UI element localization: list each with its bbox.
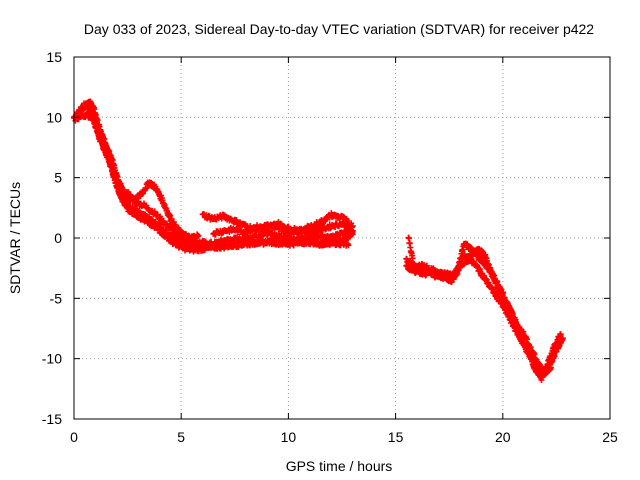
y-tick-label: 5 [54,170,62,186]
x-tick-label: 20 [495,429,511,445]
series-s9 [405,234,566,377]
x-tick-label: 0 [70,429,78,445]
data-point [349,227,356,234]
y-axis-label: SDTVAR / TECUs [7,182,23,294]
data-point [90,112,97,119]
y-tick-label: 15 [46,49,62,65]
x-tick-label: 25 [602,429,618,445]
data-point [195,232,202,239]
y-tick-label: -15 [42,411,62,427]
y-tick-label: 0 [54,230,62,246]
x-tick-label: 10 [281,429,297,445]
x-axis-label: GPS time / hours [286,458,393,474]
chart-title: Day 033 of 2023, Sidereal Day-to-day VTE… [84,21,594,37]
data-point [409,255,416,262]
data-point [559,335,566,342]
x-tick-label: 5 [177,429,185,445]
data-point [345,242,352,249]
x-tick-label: 15 [388,429,404,445]
data-point [551,353,558,360]
data-point [96,129,103,136]
y-tick-label: -5 [50,290,63,306]
y-tick-label: 10 [46,109,62,125]
data-point [557,331,564,338]
data-points [71,98,566,383]
series-s6 [210,219,356,238]
series-s4 [113,178,202,242]
axis-ticks: 0 5 10 15 20 25 -15 -10 -5 0 5 10 15 [42,49,618,445]
y-tick-label: -10 [42,351,62,367]
